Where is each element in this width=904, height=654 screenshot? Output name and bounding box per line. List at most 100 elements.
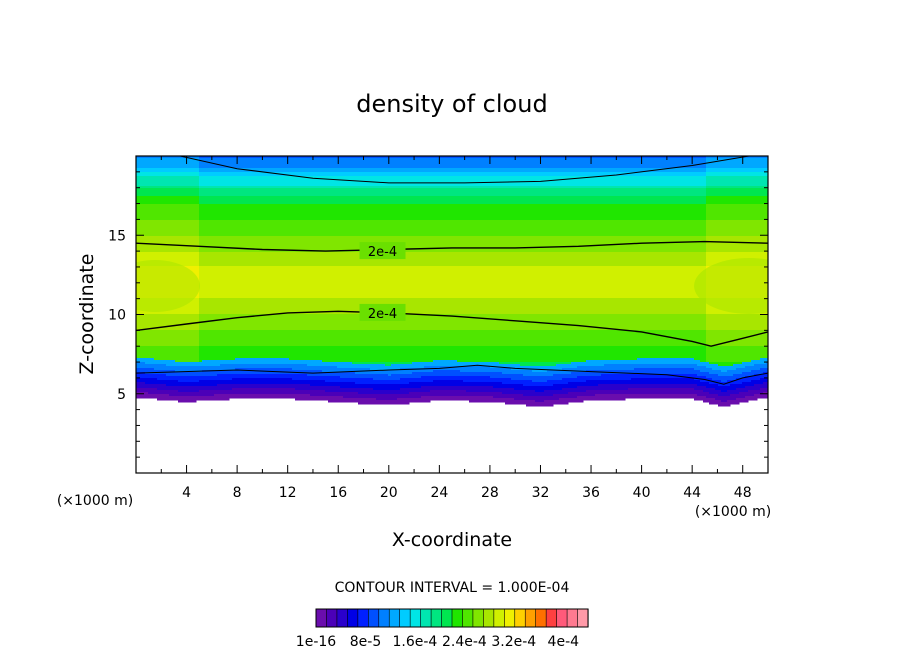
density-cell (439, 252, 443, 267)
density-cell (205, 158, 209, 169)
density-cell (349, 172, 353, 177)
density-cell (145, 158, 149, 169)
density-cell (568, 398, 572, 403)
density-cell (385, 196, 389, 205)
density-cell (637, 330, 641, 347)
density-cell (346, 330, 350, 347)
density-cell (340, 372, 344, 379)
density-cell (685, 172, 689, 177)
density-cell (415, 368, 419, 373)
density-cell (346, 236, 350, 253)
density-cell (211, 220, 215, 237)
density-cell (352, 186, 356, 189)
density-cell (214, 360, 218, 367)
density-cell (637, 368, 641, 375)
density-cell (484, 176, 488, 187)
density-cell (445, 266, 449, 299)
density-cell (184, 392, 188, 397)
density-cell (208, 156, 212, 159)
density-cell (562, 176, 566, 187)
density-cell (262, 394, 266, 399)
density-cell (640, 330, 644, 347)
density-cell (469, 158, 473, 169)
density-cell (148, 358, 152, 365)
density-cell (226, 330, 230, 347)
density-cell (724, 168, 728, 173)
density-cell (580, 396, 584, 403)
density-cell (181, 386, 185, 393)
density-cell (256, 330, 260, 347)
density-cell (445, 196, 449, 205)
density-cell (247, 186, 251, 189)
density-cell (388, 172, 392, 177)
density-cell (217, 384, 221, 391)
density-cell (235, 378, 239, 385)
density-cell (673, 314, 677, 331)
density-cell (646, 368, 650, 375)
density-cell (613, 188, 617, 197)
density-cell (307, 156, 311, 159)
density-cell (421, 168, 425, 173)
density-cell (655, 364, 659, 369)
density-cell (559, 188, 563, 197)
density-cell (628, 360, 632, 365)
density-cell (676, 388, 680, 395)
density-cell (499, 156, 503, 159)
density-cell (469, 392, 473, 397)
density-cell (607, 168, 611, 173)
density-cell (277, 374, 281, 379)
density-cell (388, 266, 392, 299)
density-cell (718, 196, 722, 205)
density-cell (634, 346, 638, 361)
density-cell (538, 204, 542, 221)
density-cell (181, 376, 185, 383)
density-cell (547, 220, 551, 237)
density-cell (346, 388, 350, 393)
density-cell (445, 156, 449, 159)
density-cell (310, 330, 314, 347)
density-cell (448, 370, 452, 377)
density-cell (151, 172, 155, 177)
density-cell (460, 330, 464, 347)
density-cell (631, 176, 635, 187)
density-cell (535, 196, 539, 205)
density-cell (274, 176, 278, 187)
density-cell (193, 168, 197, 173)
density-cell (310, 396, 314, 401)
density-cell (727, 172, 731, 177)
density-cell (430, 362, 434, 367)
density-cell (202, 390, 206, 397)
density-cell (712, 346, 716, 363)
density-cell (220, 188, 224, 197)
density-cell (217, 188, 221, 197)
density-cell (265, 388, 269, 395)
density-cell (427, 382, 431, 387)
density-cell (322, 156, 326, 159)
density-cell (181, 186, 185, 189)
density-cell (442, 314, 446, 331)
density-cell (142, 252, 146, 267)
density-cell (445, 314, 449, 331)
density-cell (538, 168, 542, 173)
density-cell (358, 374, 362, 379)
density-cell (682, 158, 686, 169)
density-cell (358, 314, 362, 331)
density-cell (595, 370, 599, 377)
density-cell (679, 364, 683, 369)
density-cell (466, 298, 470, 315)
density-cell (604, 204, 608, 221)
density-cell (322, 330, 326, 347)
density-cell (391, 394, 395, 401)
density-cell (679, 186, 683, 189)
density-cell (304, 204, 308, 221)
density-cell (421, 172, 425, 177)
density-cell (727, 196, 731, 205)
density-cell (655, 196, 659, 205)
density-cell (352, 382, 356, 389)
density-cell (244, 358, 248, 365)
density-cell (580, 168, 584, 173)
density-cell (553, 266, 557, 299)
density-cell (496, 398, 500, 403)
density-cell (523, 370, 527, 377)
density-cell (664, 388, 668, 395)
